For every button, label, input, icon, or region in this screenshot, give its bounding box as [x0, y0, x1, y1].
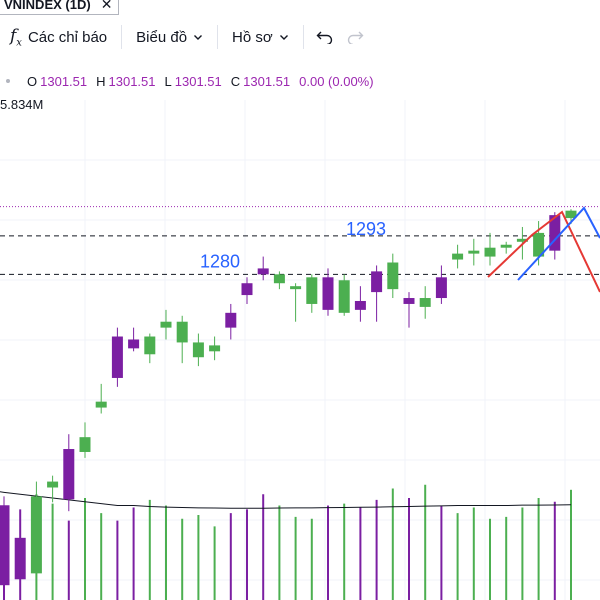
candle-body	[0, 505, 10, 586]
open-value: 1301.51	[40, 73, 88, 89]
candle-body	[30, 496, 42, 574]
candle-body	[306, 277, 318, 304]
close-key: C	[230, 73, 241, 89]
candle-body	[225, 312, 237, 328]
chevron-down-icon	[194, 35, 203, 40]
candle-body	[79, 437, 91, 452]
profile-menu-label: Hồ sơ	[232, 28, 273, 46]
candle-body	[484, 247, 496, 257]
candle-body	[128, 339, 140, 349]
indicators-button[interactable]: fx Các chỉ báo	[0, 21, 115, 53]
candle-body	[192, 342, 204, 358]
chevron-down-icon	[279, 35, 288, 40]
volume-label: 5.834M	[0, 97, 44, 112]
high-key: H	[96, 73, 106, 89]
pattern-line-blue	[517, 206, 600, 281]
candle-body	[241, 283, 253, 296]
pattern-line-red	[487, 210, 600, 293]
candle-body	[452, 253, 464, 260]
candle-body	[403, 298, 415, 304]
candle-body	[63, 449, 75, 500]
candle-body	[387, 262, 399, 290]
undo-button[interactable]	[310, 21, 340, 53]
volume-ma-line	[0, 491, 572, 509]
chart-menu-button[interactable]: Biểu đồ	[128, 21, 211, 53]
toolbar-divider	[302, 25, 304, 49]
candle-body	[468, 250, 480, 254]
level-label-1280: 1280	[200, 251, 240, 271]
change-value: 0.00 (0.00%)	[299, 73, 374, 89]
candle-body	[435, 277, 447, 299]
candle-body	[516, 238, 528, 242]
open-key: O	[27, 73, 38, 89]
toolbar-divider	[217, 25, 219, 49]
ohlc-legend: O 1301.51 H 1301.51 L 1301.51 C 1301.51 0.00…	[0, 72, 374, 90]
profile-menu-button[interactable]: Hồ sơ	[224, 21, 297, 53]
top-toolbar: fx Các chỉ báo Biểu đồ Hồ sơ	[0, 16, 600, 58]
candle-body	[500, 244, 512, 248]
candle-body	[160, 321, 172, 328]
candle-body	[209, 345, 221, 352]
tab-strip: VNINDEX (1D) ✕	[0, 0, 600, 15]
candle-body	[144, 336, 156, 355]
candle-body	[371, 271, 383, 293]
undo-icon	[316, 31, 332, 44]
close-icon[interactable]: ✕	[100, 0, 113, 12]
close-value: 1301.51	[243, 73, 291, 89]
toolbar-divider	[121, 25, 123, 49]
legend-dot	[6, 79, 10, 83]
candle-body	[533, 232, 545, 257]
low-value: 1301.51	[174, 73, 222, 89]
candle-body	[322, 277, 334, 310]
redo-button[interactable]	[340, 21, 370, 53]
tab-title: VNINDEX (1D)	[4, 0, 91, 12]
candle-body	[47, 481, 59, 488]
high-value: 1301.51	[108, 73, 156, 89]
candle-body	[565, 210, 577, 219]
candle-body	[338, 280, 350, 313]
candle-body	[14, 537, 26, 580]
candle-body	[111, 336, 123, 378]
redo-icon	[347, 31, 364, 44]
candle-body	[95, 401, 107, 408]
low-key: L	[164, 73, 172, 89]
candle-body	[549, 215, 561, 251]
indicators-label: Các chỉ báo	[27, 28, 108, 46]
candle-body	[419, 298, 431, 307]
chart-menu-label: Biểu đồ	[136, 28, 188, 46]
candle-body	[257, 268, 269, 275]
chart-tab[interactable]: VNINDEX (1D) ✕	[0, 0, 120, 15]
fx-icon: fx	[10, 25, 22, 49]
candle-body	[290, 286, 302, 290]
candle-body	[354, 300, 366, 310]
candle-body	[176, 321, 188, 343]
level-label-1293: 1293	[346, 219, 386, 239]
candle-body	[273, 274, 285, 284]
